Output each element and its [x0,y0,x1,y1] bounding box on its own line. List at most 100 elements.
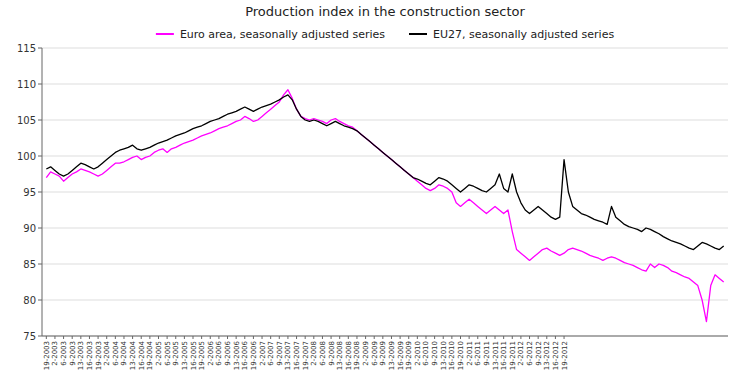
x-tick-label: 6-2006 [215,340,223,365]
x-tick-label: 13-2009 [388,341,396,370]
x-tick-label: 2-2005 [155,341,163,366]
chart: Production index in the construction sec… [0,0,740,389]
x-tick-label: 9-2006 [224,340,232,365]
x-tick-label: 13-2006 [233,340,241,370]
x-tick-label: 19-2007 [302,341,310,370]
x-tick [365,336,366,339]
grid-line [42,336,728,337]
x-tick-label: 13-2008 [336,341,344,370]
x-tick-label: 9-2005 [172,341,180,366]
legend-label: Euro area, seasonally adjusted series [180,28,385,41]
x-tick [175,336,176,339]
x-tick-label: 2-2006 [207,340,215,365]
x-tick-label: 13-2010 [440,341,448,370]
x-tick [520,336,521,339]
x-tick-label: 13-2004 [129,340,137,370]
x-tick-label: 13-2005 [181,341,189,370]
x-tick [227,336,228,339]
x-tick [443,336,444,339]
x-tick [529,336,530,339]
x-tick [80,336,81,339]
grid-line [42,228,728,229]
x-tick [555,336,556,339]
x-tick-label: 19-2009 [405,341,413,370]
x-tick [348,336,349,339]
grid-line [42,120,728,121]
x-tick [54,336,55,339]
x-tick [132,336,133,339]
x-tick [408,336,409,339]
x-tick [486,336,487,339]
x-tick-label: 16-2010 [448,341,456,370]
x-tick [158,336,159,339]
x-tick-label: 2-2011 [466,341,474,366]
x-tick-label: 9-2009 [379,341,387,366]
x-tick-label: 6-2005 [164,341,172,366]
y-tick [38,120,42,121]
x-tick [262,336,263,339]
x-tick [72,336,73,339]
y-tick-label: 75 [23,331,36,342]
x-tick-label: 9-2003 [69,341,77,366]
x-tick-label: 16-2006 [241,340,249,370]
x-tick-label: 13-2003 [77,341,85,370]
x-tick-label: 9-2004 [120,340,128,365]
x-tick-label: 16-2008 [345,341,353,370]
legend-label: EU27, seasonally adjusted series [433,28,614,41]
y-tick [38,264,42,265]
grid-line [42,300,728,301]
x-tick-label: 6-2003 [60,341,68,366]
grid-line [42,192,728,193]
x-tick [193,336,194,339]
x-tick-label: 9-2012 [535,341,543,366]
x-tick-label: 13-2011 [492,341,500,370]
x-tick-label: 6-2008 [319,341,327,366]
x-tick [270,336,271,339]
x-tick [184,336,185,339]
x-tick [469,336,470,339]
x-tick [546,336,547,339]
x-tick [391,336,392,339]
x-tick [495,336,496,339]
y-tick [38,336,42,337]
title: Production index in the construction sec… [245,4,525,19]
x-tick [236,336,237,339]
x-tick-label: 16-2004 [138,340,146,370]
x-tick-label: 2-2007 [259,341,267,366]
x-tick-label: 6-2012 [526,341,534,366]
x-tick [115,336,116,339]
x-tick-label: 9-2010 [431,341,439,366]
x-tick-label: 6-2011 [474,341,482,366]
x-tick [46,336,47,339]
x-tick [374,336,375,339]
x-tick-label: 2-2012 [517,341,525,366]
x-tick [89,336,90,339]
x-tick-label: 2-2008 [310,341,318,366]
x-tick-label: 19-2004 [146,340,154,370]
x-tick [106,336,107,339]
x-tick-label: 16-2009 [397,341,405,370]
x-tick-label: 19-2011 [509,341,517,370]
grid-line [42,84,728,85]
x-tick [512,336,513,339]
y-tick [38,84,42,85]
x-tick-label: 6-2004 [112,340,120,365]
y-tick-label: 115 [17,43,36,54]
x-tick [331,336,332,339]
x-tick [98,336,99,339]
x-tick [434,336,435,339]
x-tick [244,336,245,339]
x-tick [538,336,539,339]
x-tick [123,336,124,339]
y-tick-label: 105 [17,115,36,126]
x-tick-label: 19-2003 [43,341,51,370]
x-tick-label: 16-2005 [190,341,198,370]
x-tick [149,336,150,339]
legend: Euro area, seasonally adjusted series EU2… [156,28,615,41]
x-tick [167,336,168,339]
x-tick-label: 2-2003 [51,341,59,366]
y-tick [38,228,42,229]
y-tick [38,300,42,301]
legend-swatch [409,33,427,35]
y-tick-label: 90 [23,223,36,234]
